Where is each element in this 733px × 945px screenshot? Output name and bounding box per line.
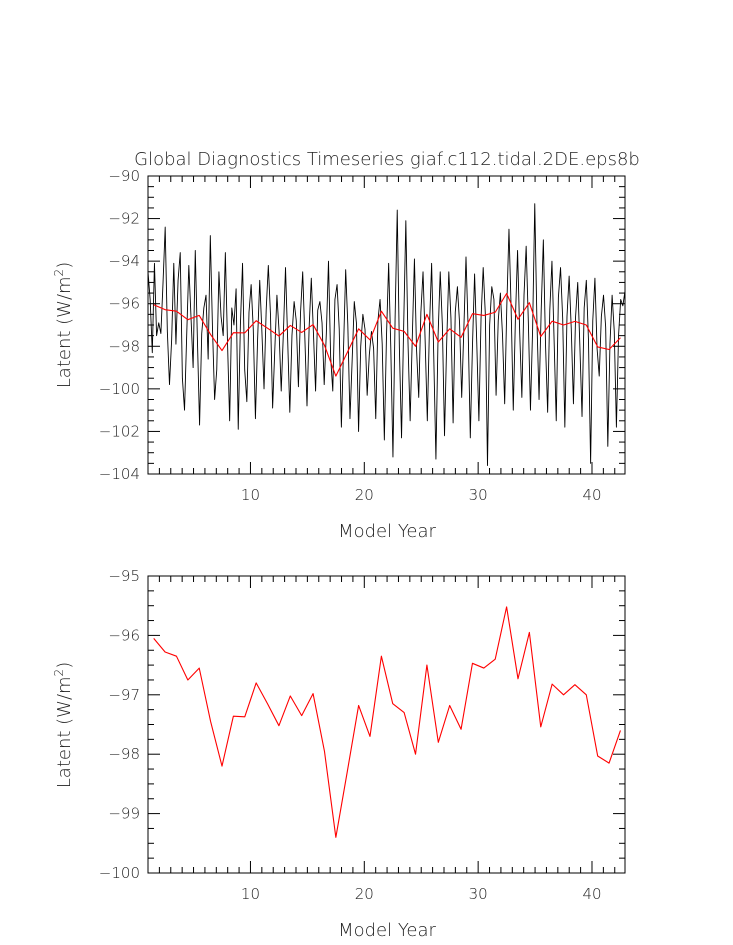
top-chart-y-tick-labels: −104 −102 −100 −98 −96 −94 −92 −90 <box>99 167 140 483</box>
y-tick-label: −94 <box>108 252 140 270</box>
top-chart-y-axis-label-superscript: 2 <box>52 269 66 277</box>
top-chart: Global Diagnostics Timeseries giaf.c112.… <box>52 149 640 542</box>
y-tick-label: −104 <box>99 465 140 483</box>
y-tick-label: −100 <box>99 864 140 882</box>
top-chart-y-axis-label-close: ) <box>54 262 75 269</box>
y-tick-label: −96 <box>108 626 140 644</box>
bottom-chart-frame <box>147 575 626 874</box>
bottom-chart-x-tick-labels: 10 20 30 40 <box>241 885 602 903</box>
bottom-chart-ticks <box>147 575 625 874</box>
y-tick-label: −95 <box>108 567 140 585</box>
x-tick-label: 30 <box>469 885 488 903</box>
top-chart-frame <box>147 175 626 475</box>
y-tick-label: −97 <box>108 686 140 704</box>
bottom-chart-x-axis-label: Model Year <box>338 920 436 941</box>
x-tick-label: 20 <box>355 885 374 903</box>
x-tick-label: 10 <box>241 486 260 504</box>
x-tick-label: 30 <box>469 486 488 504</box>
bottom-chart-y-axis-label-text: Latent (W/m <box>54 676 75 788</box>
chart-title: Global Diagnostics Timeseries giaf.c112.… <box>134 149 640 170</box>
y-tick-label: −99 <box>108 805 140 823</box>
bottom-chart-series-annual-mean-line <box>153 606 621 838</box>
y-tick-label: −98 <box>108 337 140 355</box>
top-chart-y-axis-label: Latent (W/m2) <box>52 262 75 388</box>
x-tick-label: 40 <box>582 486 601 504</box>
bottom-chart-y-tick-labels: −100 −99 −98 −97 −96 −95 <box>99 567 140 882</box>
bottom-chart-y-axis-label-close: ) <box>54 662 75 669</box>
top-chart-x-tick-labels: 10 20 30 40 <box>241 486 602 504</box>
bottom-chart: 10 20 30 40 −100−99−98−97−96−95 Model Year … <box>52 567 626 941</box>
bottom-chart-y-axis-label: Latent (W/m2) <box>52 662 75 788</box>
top-chart-x-axis-label: Model Year <box>338 521 436 542</box>
y-tick-label: −92 <box>108 210 140 228</box>
x-tick-label: 40 <box>582 885 601 903</box>
bottom-chart-series <box>153 606 621 838</box>
bottom-chart-y-axis-label-superscript: 2 <box>52 669 66 677</box>
y-tick-label: −100 <box>99 380 140 398</box>
y-tick-label: −98 <box>108 745 140 763</box>
top-chart-series-annual-mean-line <box>153 292 621 377</box>
x-tick-label: 10 <box>241 885 260 903</box>
y-tick-label: −102 <box>99 422 140 440</box>
top-chart-y-axis-label-text: Latent (W/m <box>54 276 75 388</box>
y-tick-label: −90 <box>108 167 140 185</box>
x-tick-label: 20 <box>355 486 374 504</box>
y-tick-label: −96 <box>108 295 140 313</box>
top-chart-series <box>148 203 625 466</box>
